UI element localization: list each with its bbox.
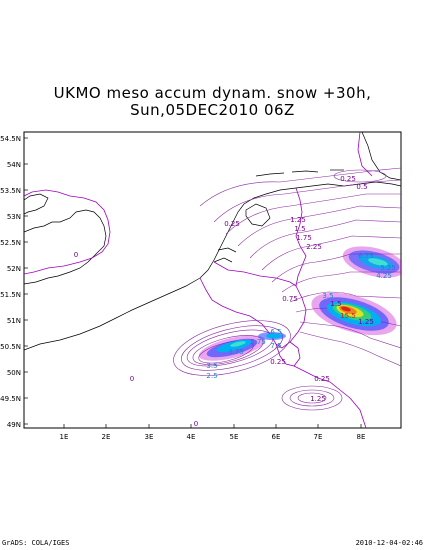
lon-tick-label: 7E xyxy=(314,433,323,441)
contour-label: 1.75 xyxy=(296,234,312,242)
snow-contours xyxy=(173,167,401,411)
map-title-line-2: Sun,05DEC2010 06Z xyxy=(130,101,295,119)
snow-shading xyxy=(198,246,401,361)
contour-labels: 0.25 0.5 0.25 1.25 1.5 1.75 2.25 0.75 0.… xyxy=(74,175,396,428)
contour-label: 7.5 xyxy=(270,342,281,350)
contour-label: 0.5 xyxy=(356,183,367,191)
contour-label: 15.5 xyxy=(340,312,356,320)
contour-label: 1.25 xyxy=(358,318,374,326)
lon-tick-label: 3E xyxy=(145,433,154,441)
lat-tick-label: 50N xyxy=(7,369,21,377)
contour-label: 3.75 xyxy=(228,348,244,356)
longitude-axis: 1E 2E 3E 4E 5E 6E 7E 8E xyxy=(60,424,366,441)
lat-tick-label: 49.5N xyxy=(0,395,21,403)
lat-tick-label: 51.5N xyxy=(0,291,21,299)
grads-credit: GrADS: COLA/IGES xyxy=(2,539,70,547)
contour-label: 1.25 xyxy=(310,395,326,403)
contour-label: 5.25 xyxy=(380,264,396,272)
lat-tick-label: 52N xyxy=(7,265,21,273)
contour-label: 0.75 xyxy=(282,295,298,303)
contour-label: 2.25 xyxy=(306,243,322,251)
contour-label: 1.5 xyxy=(330,300,341,308)
contour-label: 0 xyxy=(194,420,198,428)
contour-label: 0.25 xyxy=(270,358,286,366)
contour-label: 0 xyxy=(74,251,78,259)
lat-tick-label: 49N xyxy=(7,421,21,429)
contour-label: 0.25 xyxy=(340,175,356,183)
contour-label: 4.25 xyxy=(376,272,392,280)
contour-label: 6.5 xyxy=(270,328,281,336)
contour-label: 3.5 xyxy=(206,362,217,370)
lat-tick-label: 53.5N xyxy=(0,187,21,195)
map-frame xyxy=(23,131,402,429)
lat-tick-label: 54.5N xyxy=(0,135,21,143)
lat-tick-label: 52.5N xyxy=(0,239,21,247)
contour-label: 0.25 xyxy=(224,220,240,228)
contour-label: 0 xyxy=(130,375,134,383)
national-borders xyxy=(24,132,373,428)
lon-tick-label: 4E xyxy=(187,433,196,441)
contour-label: 1.25 xyxy=(290,216,306,224)
lat-tick-label: 54N xyxy=(7,161,21,169)
contour-label: 6.75 xyxy=(358,252,374,260)
lat-tick-label: 50.5N xyxy=(0,343,21,351)
lon-tick-label: 8E xyxy=(357,433,366,441)
lat-tick-label: 53N xyxy=(7,213,21,221)
contour-label: 1.5 xyxy=(294,225,305,233)
latitude-axis: 54.5N 54N 53.5N 53N 52.5N 52N 51.5N 51N … xyxy=(0,135,28,429)
lon-tick-label: 2E xyxy=(102,433,111,441)
contour-label: 0.25 xyxy=(314,375,330,383)
lat-tick-label: 51N xyxy=(7,317,21,325)
contour-label: 5.75 xyxy=(250,338,266,346)
timestamp: 2010-12-04-02:46 xyxy=(355,539,423,547)
coastlines xyxy=(24,132,401,351)
map-title-line-1: UKMO meso accum dynam. snow +30h, xyxy=(53,84,372,102)
lon-tick-label: 1E xyxy=(60,433,69,441)
lon-tick-label: 5E xyxy=(230,433,239,441)
contour-label: 3.5 xyxy=(322,292,333,300)
contour-label: 2.5 xyxy=(206,372,217,380)
lon-tick-label: 6E xyxy=(272,433,281,441)
